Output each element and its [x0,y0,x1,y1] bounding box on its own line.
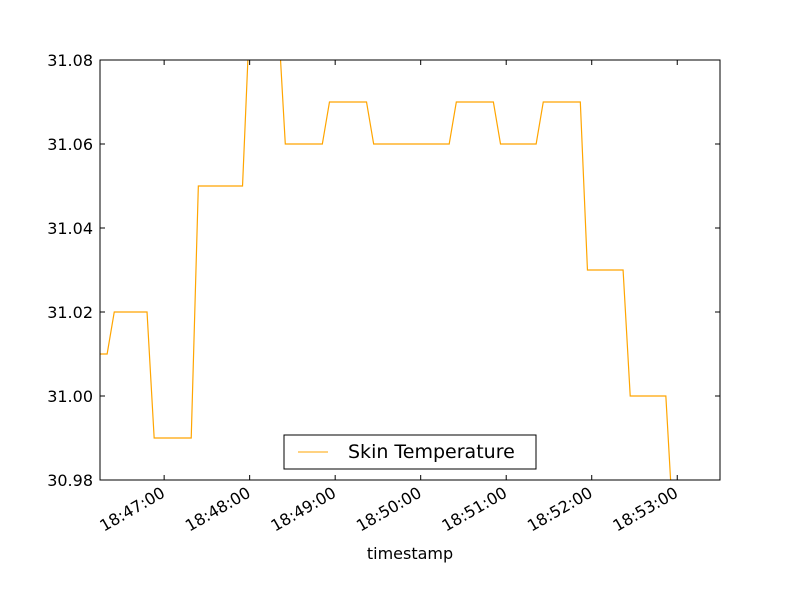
y-tick-label: 31.06 [47,135,93,154]
series-layer [100,60,672,480]
x-tick-label: 18:47:00 [96,483,168,535]
y-tick-label: 31.02 [47,303,93,322]
x-tick-label: 18:51:00 [438,483,510,535]
x-axis-title: timestamp [367,544,453,563]
y-tick-label: 31.04 [47,219,93,238]
plot-background [100,60,720,480]
plot-frame [99,59,721,481]
y-tick-label: 31.00 [47,387,93,406]
x-tick-label: 18:48:00 [182,483,254,535]
x-tick-label: 18:49:00 [267,483,339,535]
x-tick-label: 18:50:00 [353,483,425,535]
x-tick-label: 18:52:00 [524,483,596,535]
y-tick-label: 31.08 [47,51,93,70]
series-line-skin-temperature [100,60,672,480]
legend-label-skin-temperature: Skin Temperature [348,441,515,463]
y-tick-label: 30.98 [47,471,93,490]
x-tick-label: 18:53:00 [610,483,682,535]
legend: Skin Temperature [283,434,537,470]
y-axis: 30.98 31.00 31.02 31.04 31.06 31.08 [47,51,720,490]
